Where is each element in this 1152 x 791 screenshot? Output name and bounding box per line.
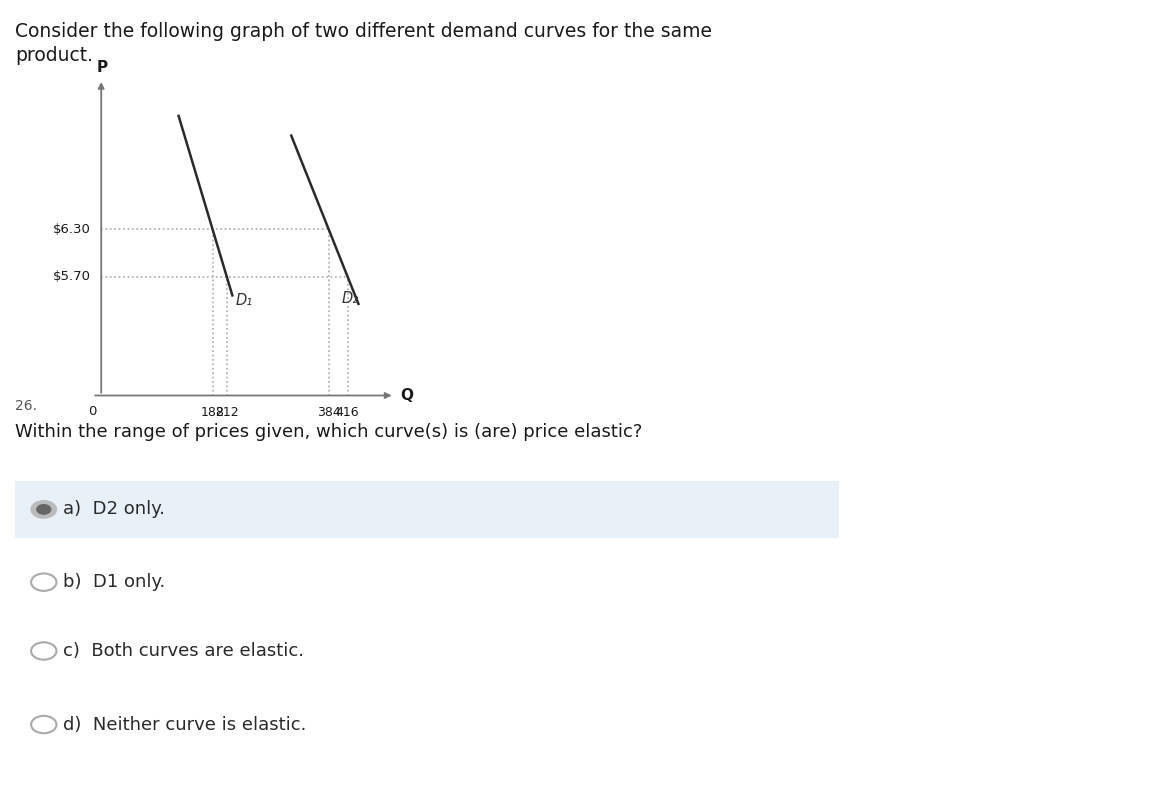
Text: Consider the following graph of two different demand curves for the same: Consider the following graph of two diff… — [15, 22, 712, 41]
Text: a)  D2 only.: a) D2 only. — [63, 501, 166, 518]
Text: d)  Neither curve is elastic.: d) Neither curve is elastic. — [63, 716, 306, 733]
Text: 0: 0 — [88, 405, 97, 418]
Text: 416: 416 — [336, 406, 359, 418]
Text: Within the range of prices given, which curve(s) is (are) price elastic?: Within the range of prices given, which … — [15, 423, 643, 441]
Text: $5.70: $5.70 — [53, 271, 91, 283]
Text: 384: 384 — [317, 406, 341, 418]
Text: P: P — [97, 60, 108, 75]
Text: D₂: D₂ — [341, 291, 358, 306]
Text: b)  D1 only.: b) D1 only. — [63, 573, 166, 591]
Text: 188: 188 — [200, 406, 225, 418]
Text: D₁: D₁ — [236, 293, 252, 308]
Text: product.: product. — [15, 46, 93, 65]
Text: 212: 212 — [215, 406, 238, 418]
Text: 26.: 26. — [15, 399, 37, 414]
Text: $6.30: $6.30 — [53, 223, 91, 236]
Text: c)  Both curves are elastic.: c) Both curves are elastic. — [63, 642, 304, 660]
Text: Q: Q — [401, 388, 414, 403]
